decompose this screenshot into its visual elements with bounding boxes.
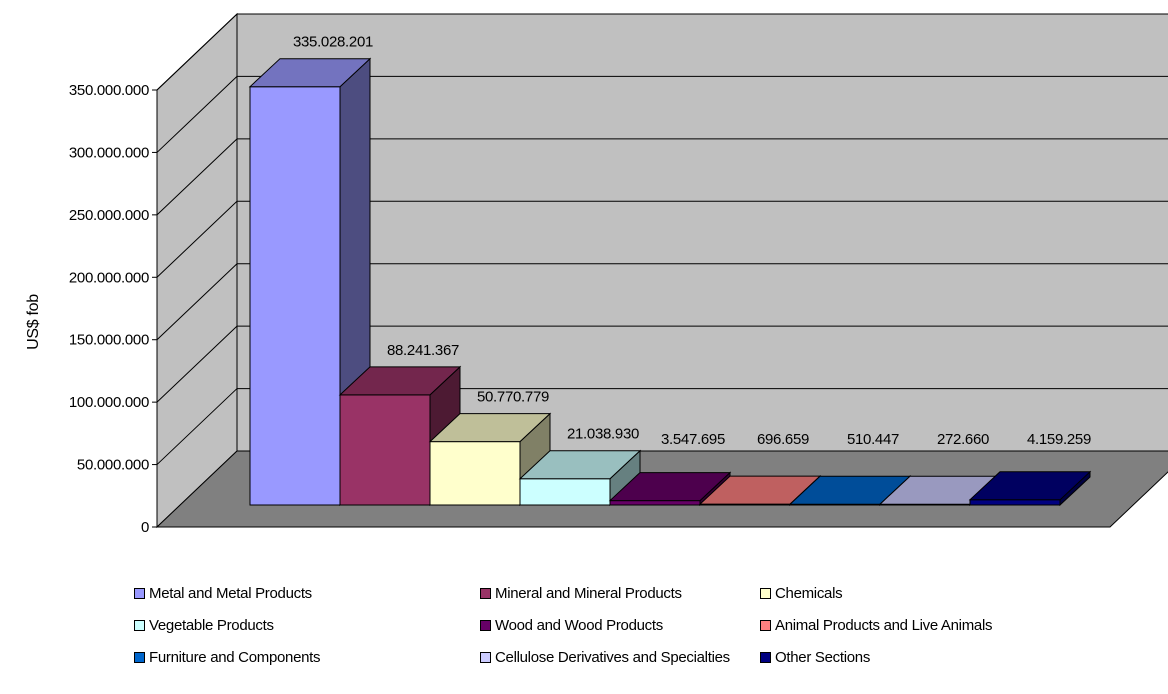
y-axis: 0 50.000.000 100.000.000 150.000.000 200.000…: [69, 82, 158, 536]
gridline: [156, 388, 1168, 465]
value-label: 272.660: [937, 431, 989, 448]
value-label: 335.028.201: [293, 34, 373, 51]
y-tick-label: 0: [141, 519, 149, 536]
y-axis-title: US$ fob: [25, 294, 42, 350]
value-label: 3.547.695: [661, 431, 725, 448]
legend-label: Mineral and Mineral Products: [495, 585, 682, 602]
bar: [968, 470, 1092, 507]
bar: [518, 449, 642, 507]
value-label: 88.241.367: [387, 342, 459, 359]
legend-swatch: [760, 620, 771, 631]
y-tick-label: 50.000.000: [77, 457, 149, 474]
legend-swatch: [134, 652, 145, 663]
value-label: 21.038.930: [567, 426, 639, 443]
gridline: [156, 75, 1168, 153]
legend-label: Vegetable Products: [149, 617, 274, 634]
legend-item: Chemicals: [760, 585, 843, 602]
legend-label: Chemicals: [775, 585, 843, 602]
bar-top: [338, 366, 462, 396]
legend-swatch: [480, 588, 491, 599]
legend-item: Animal Products and Live Animals: [760, 617, 992, 634]
bar-front: [609, 500, 701, 506]
value-label: 50.770.779: [477, 389, 549, 406]
gridline: [156, 325, 1168, 403]
y-tick-label: 150.000.000: [69, 332, 149, 349]
side-wall: [156, 12, 238, 529]
gridline: [156, 200, 1168, 278]
bar-top: [248, 58, 372, 88]
legend-swatch: [134, 620, 145, 631]
y-tick-label: 300.000.000: [69, 144, 149, 161]
bar-top: [518, 450, 642, 480]
value-labels: 335.028.201 88.241.367 50.770.779 21.038.93…: [293, 34, 1091, 448]
bar-front: [429, 441, 521, 506]
legend-label: Wood and Wood Products: [495, 617, 663, 634]
gridlines: [156, 13, 1168, 465]
legend-swatch: [480, 620, 491, 631]
legend-label: Cellulose Derivatives and Specialties: [495, 649, 730, 666]
bar-top: [608, 472, 732, 502]
bar-front: [519, 478, 611, 506]
y-tick-label: 350.000.000: [69, 82, 149, 99]
legend-label: Other Sections: [775, 649, 871, 666]
bar-front: [249, 86, 341, 506]
bars: [248, 57, 1092, 507]
legend-item: Metal and Metal Products: [134, 585, 312, 602]
legend-swatch: [760, 588, 771, 599]
value-label: 510.447: [847, 431, 899, 448]
legend-item: Mineral and Mineral Products: [480, 585, 682, 602]
y-tick-label: 100.000.000: [69, 394, 149, 411]
legend-swatch: [480, 652, 491, 663]
bar-top: [428, 413, 552, 443]
bar-front: [339, 394, 431, 506]
legend-label: Metal and Metal Products: [149, 585, 312, 602]
y-tick-label: 200.000.000: [69, 269, 149, 286]
value-label: 4.159.259: [1027, 431, 1091, 448]
gridline: [156, 13, 1168, 91]
chart-walls: [156, 12, 1168, 529]
legend-label: Animal Products and Live Animals: [775, 617, 993, 634]
legend-swatch: [760, 652, 771, 663]
value-label: 696.659: [757, 431, 809, 448]
legend-label: Furniture and Components: [149, 649, 321, 666]
gridline: [156, 263, 1168, 341]
bar-top: [968, 471, 1092, 501]
legend-swatch: [134, 588, 145, 599]
legend-item: Furniture and Components: [134, 649, 321, 666]
legend-item: Cellulose Derivatives and Specialties: [480, 649, 730, 666]
y-tick-label: 250.000.000: [69, 207, 149, 224]
bar-front: [969, 499, 1061, 506]
legend-item: Vegetable Products: [134, 617, 274, 634]
legend-item: Wood and Wood Products: [480, 617, 663, 634]
gridline: [156, 138, 1168, 216]
legend-item: Other Sections: [760, 649, 870, 666]
